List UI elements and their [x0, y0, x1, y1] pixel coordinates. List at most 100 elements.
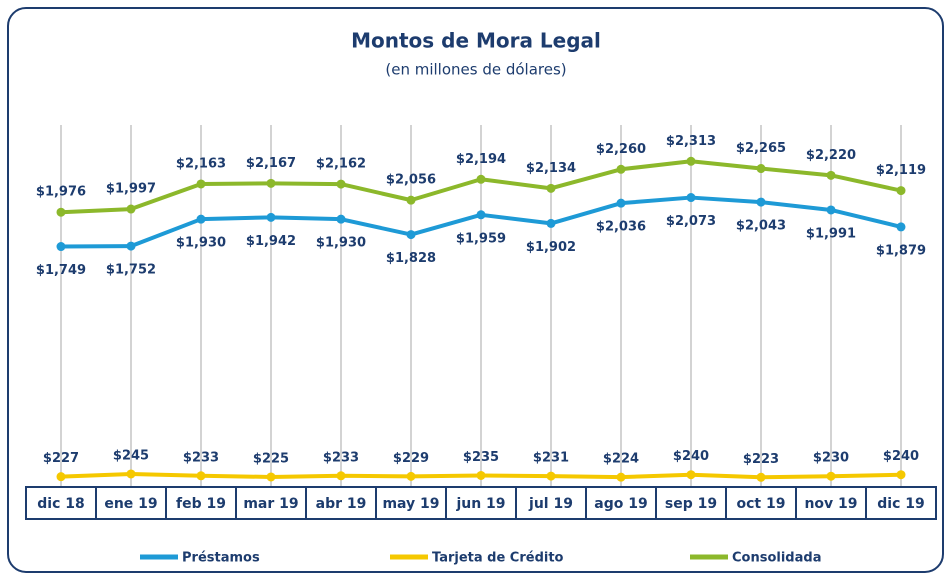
x-tick-label: sep 19 — [665, 496, 717, 512]
legend-label: Consolidada — [732, 551, 821, 566]
data-point — [826, 471, 836, 481]
x-tick-label: jun 19 — [455, 496, 505, 512]
frame — [7, 7, 944, 573]
data-label: $2,056 — [386, 173, 436, 188]
legend-label: Préstamos — [182, 551, 260, 566]
category-box — [25, 486, 937, 520]
data-point — [546, 471, 556, 481]
x-tick-label: may 19 — [382, 496, 439, 512]
data-point — [336, 214, 346, 224]
data-label: $2,194 — [456, 152, 506, 167]
x-tick-label: ene 19 — [104, 496, 157, 512]
x-tick-label: dic 18 — [37, 496, 84, 512]
x-tick-label: jul 19 — [528, 496, 573, 512]
data-point — [406, 195, 416, 205]
data-label: $1,997 — [106, 182, 156, 197]
data-point — [896, 222, 906, 232]
data-point — [476, 174, 486, 184]
data-label: $2,043 — [736, 219, 786, 234]
data-label: $1,752 — [106, 263, 156, 278]
data-label: $1,749 — [36, 263, 86, 278]
data-label: $1,942 — [246, 234, 296, 249]
data-point — [476, 210, 486, 220]
data-label: $2,260 — [596, 142, 646, 157]
data-point — [476, 470, 486, 480]
data-label: $2,163 — [176, 156, 226, 171]
data-point — [336, 179, 346, 189]
data-point — [896, 186, 906, 196]
x-tick-label: ago 19 — [594, 496, 647, 512]
data-label: $1,879 — [876, 243, 926, 258]
data-label: $1,991 — [806, 226, 856, 241]
data-label: $2,265 — [736, 141, 786, 156]
data-label: $2,134 — [526, 161, 576, 176]
data-label: $230 — [813, 451, 849, 466]
data-label: $245 — [113, 448, 149, 463]
data-point — [336, 471, 346, 481]
data-point — [196, 471, 206, 481]
data-point — [616, 164, 626, 174]
x-tick-label: oct 19 — [737, 496, 786, 512]
x-tick-label: mar 19 — [243, 496, 298, 512]
data-label: $227 — [43, 451, 79, 466]
data-point — [756, 197, 766, 207]
chart-title: Montos de Mora Legal — [351, 29, 601, 53]
data-label: $2,167 — [246, 156, 296, 171]
data-point — [56, 242, 66, 252]
x-tick-label: nov 19 — [804, 496, 857, 512]
x-tick-label: feb 19 — [176, 496, 226, 512]
data-label: $224 — [603, 452, 639, 467]
data-label: $1,902 — [526, 240, 576, 255]
data-label: $1,959 — [456, 231, 506, 246]
data-point — [686, 193, 696, 203]
data-point — [266, 212, 276, 222]
data-label: $2,220 — [806, 148, 856, 163]
data-point — [546, 218, 556, 228]
data-label: $2,162 — [316, 157, 366, 172]
data-point — [266, 178, 276, 188]
data-label: $240 — [883, 449, 919, 464]
data-point — [686, 156, 696, 166]
data-label: $1,930 — [316, 236, 366, 251]
data-point — [196, 214, 206, 224]
data-label: $1,930 — [176, 236, 226, 251]
chart-subtitle: (en millones de dólares) — [385, 61, 566, 79]
data-label: $225 — [253, 451, 289, 466]
data-label: $1,828 — [386, 251, 436, 266]
data-point — [266, 472, 276, 482]
data-point — [896, 470, 906, 480]
x-tick-label: dic 19 — [877, 496, 924, 512]
data-label: $2,073 — [666, 214, 716, 229]
data-point — [616, 198, 626, 208]
data-label: $2,119 — [876, 163, 926, 178]
data-point — [826, 205, 836, 215]
data-label: $1,976 — [36, 185, 86, 200]
data-label: $233 — [183, 450, 219, 465]
data-point — [546, 183, 556, 193]
data-label: $231 — [533, 451, 569, 466]
data-point — [196, 179, 206, 189]
data-label: $2,313 — [666, 134, 716, 149]
data-label: $229 — [393, 451, 429, 466]
data-point — [126, 469, 136, 479]
data-point — [686, 470, 696, 480]
data-point — [756, 472, 766, 482]
data-label: $240 — [673, 449, 709, 464]
data-point — [756, 164, 766, 174]
data-point — [616, 472, 626, 482]
data-label: $235 — [463, 450, 499, 465]
data-label: $2,036 — [596, 220, 646, 235]
data-label: $233 — [323, 450, 359, 465]
data-point — [406, 471, 416, 481]
data-point — [406, 230, 416, 240]
data-point — [126, 204, 136, 214]
data-point — [826, 170, 836, 180]
x-tick-label: abr 19 — [316, 496, 367, 512]
data-point — [56, 472, 66, 482]
legend-label: Tarjeta de Crédito — [432, 551, 564, 566]
data-point — [126, 241, 136, 251]
data-label: $223 — [743, 452, 779, 467]
data-point — [56, 207, 66, 217]
